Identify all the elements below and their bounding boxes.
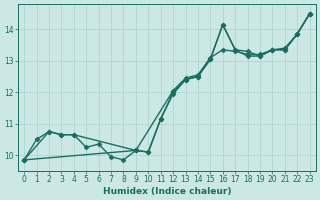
X-axis label: Humidex (Indice chaleur): Humidex (Indice chaleur) [103,187,231,196]
